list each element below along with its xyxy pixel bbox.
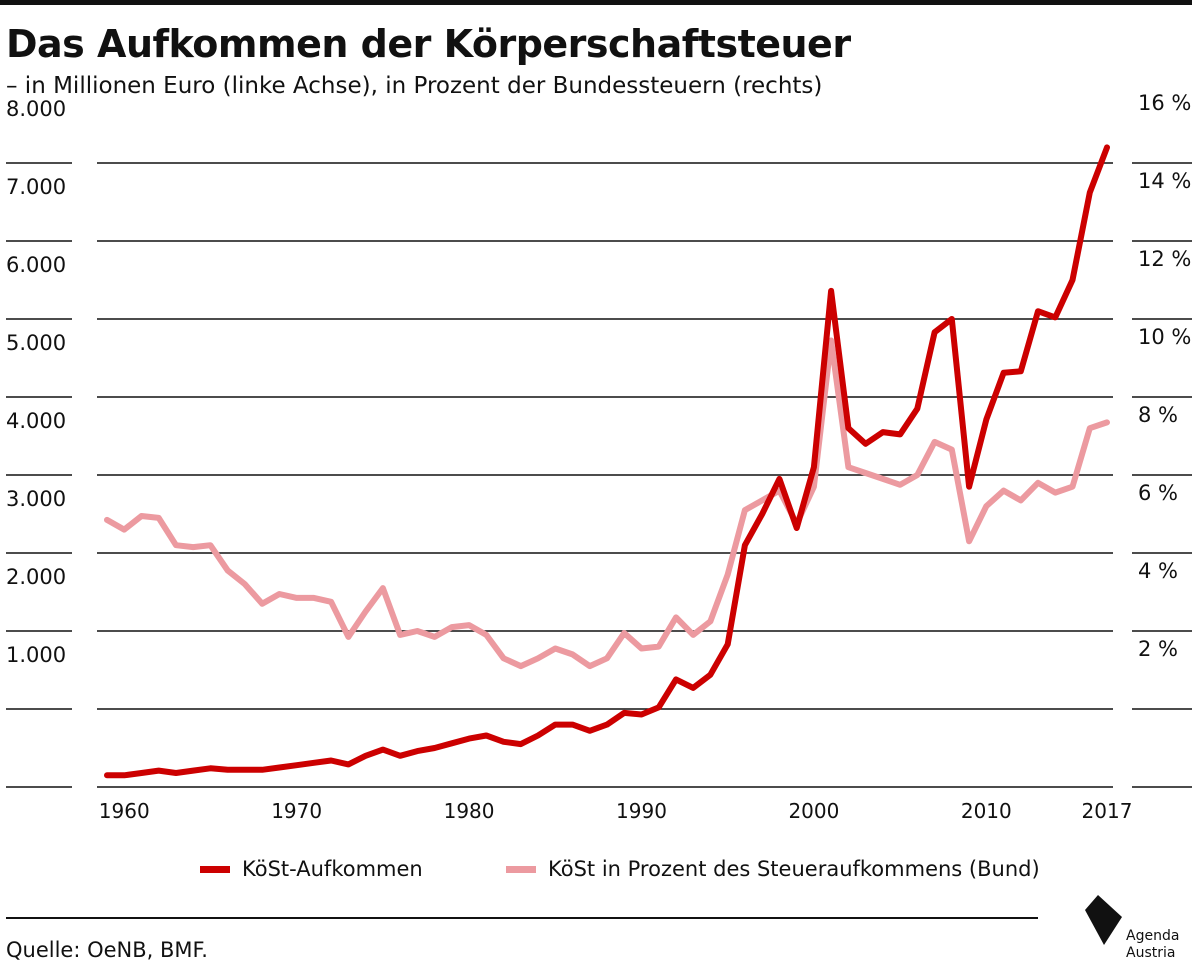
left-axis-tick-label: 1.000 (6, 643, 66, 667)
legend-item-percent: KöSt in Prozent des Steueraufkommens (Bu… (506, 854, 1040, 884)
series-line-percent (104, 337, 1110, 670)
source-note: Quelle: OeNB, BMF. (6, 938, 208, 962)
left-axis-tick-label: 8.000 (6, 97, 66, 121)
right-axis-tick-label: 10 % (1138, 325, 1191, 349)
left-axis-tick-label: 2.000 (6, 565, 66, 589)
x-axis-tick-label: 1960 (99, 799, 150, 823)
left-axis-tick-label: 4.000 (6, 409, 66, 433)
x-axis-tick-label: 1970 (271, 799, 322, 823)
bottom-rule (6, 917, 1038, 919)
x-axis-tick-label: 1980 (444, 799, 495, 823)
right-axis-tick-label: 2 % (1138, 637, 1178, 661)
left-axis-ticks: 1.000 2.000 3.000 4.000 5.000 6.000 7.000 8.000 (6, 97, 66, 667)
right-axis-tick-label: 12 % (1138, 247, 1191, 271)
legend-swatch-percent (506, 865, 536, 873)
right-axis-tick-label: 4 % (1138, 559, 1178, 583)
left-axis-tick-label: 6.000 (6, 253, 66, 277)
series-layer (104, 144, 1110, 779)
top-rule (0, 0, 1192, 5)
legend-label-percent: KöSt in Prozent des Steueraufkommens (Bu… (548, 857, 1040, 881)
left-axis-tick-label: 7.000 (6, 175, 66, 199)
right-axis-tick-label: 16 % (1138, 91, 1191, 115)
logo-text-line1: Agenda (1126, 928, 1180, 944)
right-axis-tick-label: 8 % (1138, 403, 1178, 427)
logo-text-line2: Austria (1126, 945, 1176, 961)
x-axis-ticks: 1960 1970 1980 1990 2000 2010 2017 (99, 799, 1133, 823)
legend-item-revenue: KöSt-Aufkommen (200, 854, 423, 884)
grid-layer (6, 162, 1192, 788)
right-axis-tick-label: 14 % (1138, 169, 1191, 193)
right-axis-ticks: 2 % 4 % 6 % 8 % 10 % 12 % 14 % 16 % (1138, 91, 1191, 661)
legend-swatch-revenue (200, 865, 230, 873)
left-axis-tick-label: 3.000 (6, 487, 66, 511)
x-axis-tick-label: 1990 (616, 799, 667, 823)
chart-subtitle: – in Millionen Euro (linke Achse), in Pr… (6, 73, 823, 99)
legend-label-revenue: KöSt-Aufkommen (242, 857, 423, 881)
right-axis-tick-label: 6 % (1138, 481, 1178, 505)
x-axis-tick-label: 2010 (961, 799, 1012, 823)
left-axis-tick-label: 5.000 (6, 331, 66, 355)
chart-title: Das Aufkommen der Körperschaftsteuer (6, 22, 851, 66)
line-chart: 1.000 2.000 3.000 4.000 5.000 6.000 7.000 8.000… (6, 91, 1192, 823)
x-axis-tick-label: 2017 (1082, 799, 1133, 823)
series-line-revenue (104, 144, 1110, 779)
agenda-austria-logo-icon (1085, 895, 1122, 945)
x-axis-tick-label: 2000 (788, 799, 839, 823)
